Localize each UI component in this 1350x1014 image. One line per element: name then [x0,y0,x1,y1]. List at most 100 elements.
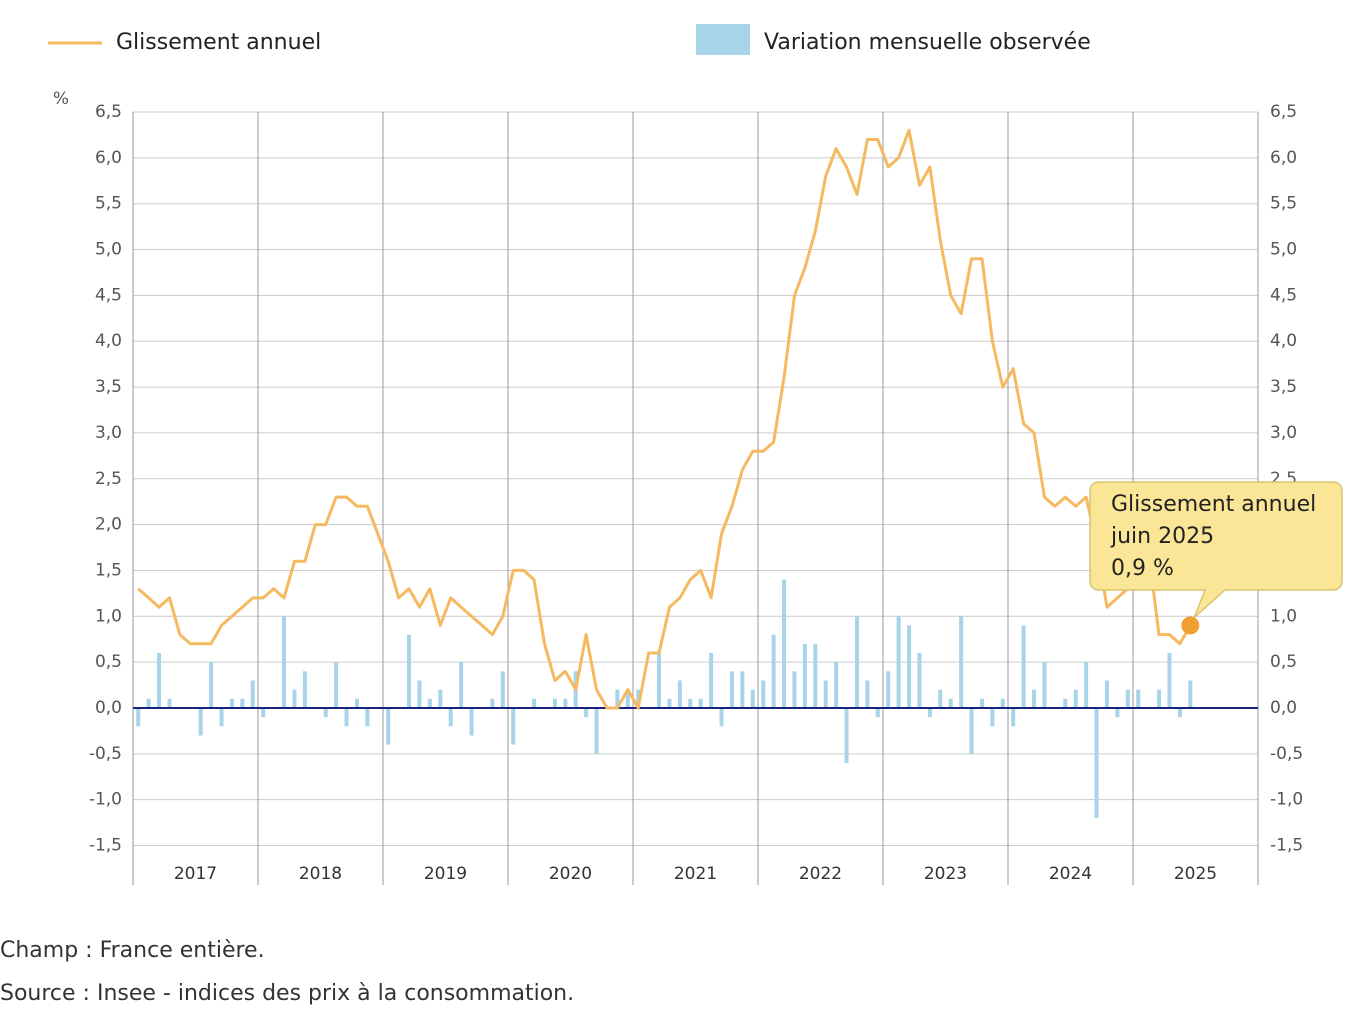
y-tick-label: 6,5 [95,102,122,122]
bar [917,653,921,708]
line [138,130,1190,708]
bar [886,671,890,708]
y-tick-label: 0,5 [95,652,122,672]
bar [261,708,265,717]
bar [667,699,671,708]
bar [959,616,963,708]
bar [949,699,953,708]
bar [845,708,849,763]
bar [167,699,171,708]
bar [1136,690,1140,708]
legend-swatch [696,24,750,55]
bar [657,653,661,708]
bar [292,690,296,708]
bar [1001,699,1005,708]
y2-tick-label: 5,0 [1270,240,1297,260]
y2-tick-label: -1,5 [1270,836,1303,856]
bar [220,708,224,726]
bar [928,708,932,717]
bar [282,616,286,708]
bar [740,671,744,708]
bar [970,708,974,754]
y-tick-label: 1,0 [95,606,122,626]
y-tick-label: -1,0 [89,790,122,810]
y2-tick-label: 1,0 [1270,606,1297,626]
y2-tick-label: 0,0 [1270,698,1297,718]
bar [938,690,942,708]
bar [1063,699,1067,708]
bar [834,662,838,708]
x-tick-label: 2019 [424,864,467,884]
y2-tick-label: 3,5 [1270,377,1297,397]
y2-tick-label: 5,5 [1270,194,1297,214]
tooltip-text: juin 2025 [1110,524,1214,549]
bar [501,671,505,708]
y-tick-label: 4,0 [95,331,122,351]
x-tick-label: 2017 [174,864,217,884]
bar [417,680,421,708]
bar [407,635,411,708]
y2-tick-label: 6,0 [1270,148,1297,168]
y2-tick-label: 4,5 [1270,285,1297,305]
bar [678,680,682,708]
bar [1115,708,1119,717]
bar [490,699,494,708]
x-tick-label: 2018 [299,864,342,884]
bar [813,644,817,708]
bar [334,662,338,708]
y-tick-label: 6,0 [95,148,122,168]
bar [584,708,588,717]
bar [803,644,807,708]
note: Champ : France entière. [0,938,265,963]
bar [1032,690,1036,708]
bar [761,680,765,708]
bar [855,616,859,708]
y-tick-label: 5,0 [95,240,122,260]
bar [772,635,776,708]
legend-label: Glissement annuel [116,30,321,55]
bar [251,680,255,708]
bar [459,662,463,708]
x-tick-label: 2020 [549,864,592,884]
y-tick-label: 3,5 [95,377,122,397]
bar [980,699,984,708]
bar [876,708,880,717]
bar [751,690,755,708]
bar [907,625,911,708]
bar [563,699,567,708]
y2-tick-label: 3,0 [1270,423,1297,443]
bar [1105,680,1109,708]
y-tick-label: 5,5 [95,194,122,214]
bar [365,708,369,726]
bar [470,708,474,736]
bar [230,699,234,708]
bar [553,699,557,708]
bar [449,708,453,726]
bar [355,699,359,708]
bar [709,653,713,708]
tooltip-text: Glissement annuel [1111,492,1316,517]
x-tick-label: 2021 [674,864,717,884]
bar [428,699,432,708]
x-tick-label: 2022 [799,864,842,884]
bar [1011,708,1015,726]
bar [157,653,161,708]
unit-label: % [53,89,69,109]
bar [1084,662,1088,708]
bar [1178,708,1182,717]
bar [792,671,796,708]
bar [1042,662,1046,708]
y-tick-label: 4,5 [95,285,122,305]
bar [1022,625,1026,708]
bar [147,699,151,708]
x-tick-label: 2024 [1049,864,1092,884]
y-tick-label: 3,0 [95,423,122,443]
y2-tick-label: 4,0 [1270,331,1297,351]
y2-tick-label: -1,0 [1270,790,1303,810]
bar [720,708,724,726]
y-tick-label: 0,0 [95,698,122,718]
bar [990,708,994,726]
y-tick-label: 1,5 [95,560,122,580]
